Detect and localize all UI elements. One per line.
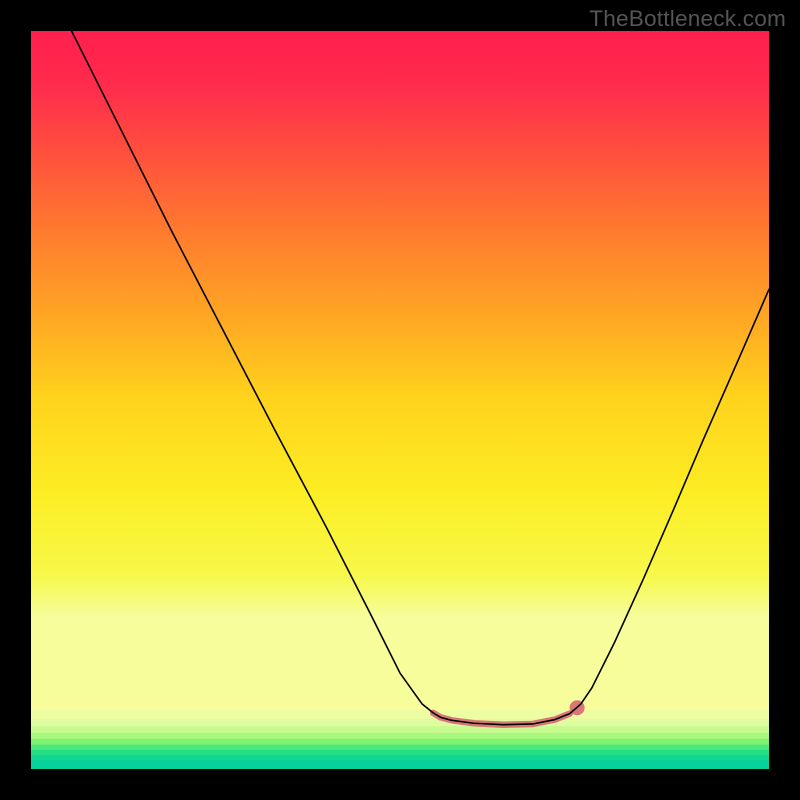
chart-stage: TheBottleneck.com — [0, 0, 800, 800]
plot-area — [31, 31, 769, 770]
bottom-color-bands — [31, 695, 769, 769]
bottleneck-chart — [0, 0, 800, 800]
gradient-backdrop — [31, 31, 769, 769]
